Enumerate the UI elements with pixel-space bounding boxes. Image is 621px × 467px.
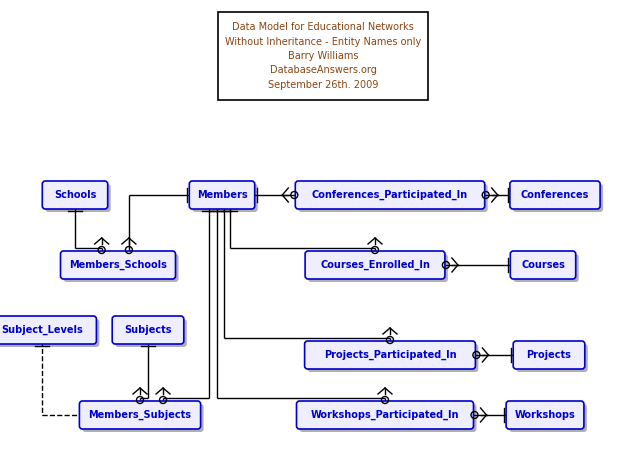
FancyBboxPatch shape bbox=[304, 341, 476, 369]
FancyBboxPatch shape bbox=[112, 316, 184, 344]
FancyBboxPatch shape bbox=[296, 181, 485, 209]
Text: Courses: Courses bbox=[521, 260, 565, 270]
FancyBboxPatch shape bbox=[296, 401, 473, 429]
FancyBboxPatch shape bbox=[513, 341, 585, 369]
FancyBboxPatch shape bbox=[0, 319, 99, 347]
Text: Members_Subjects: Members_Subjects bbox=[89, 410, 191, 420]
Text: Courses_Enrolled_In: Courses_Enrolled_In bbox=[320, 260, 430, 270]
FancyBboxPatch shape bbox=[307, 344, 478, 372]
Bar bbox=[218, 12, 428, 100]
Text: Subject_Levels: Subject_Levels bbox=[1, 325, 83, 335]
Text: Workshops_Participated_In: Workshops_Participated_In bbox=[310, 410, 460, 420]
FancyBboxPatch shape bbox=[514, 254, 579, 282]
FancyBboxPatch shape bbox=[45, 184, 111, 212]
FancyBboxPatch shape bbox=[308, 254, 448, 282]
FancyBboxPatch shape bbox=[42, 181, 107, 209]
Text: Conferences: Conferences bbox=[521, 190, 589, 200]
FancyBboxPatch shape bbox=[510, 251, 576, 279]
FancyBboxPatch shape bbox=[116, 319, 187, 347]
FancyBboxPatch shape bbox=[63, 254, 178, 282]
FancyBboxPatch shape bbox=[509, 404, 587, 432]
FancyBboxPatch shape bbox=[513, 184, 603, 212]
Text: Members_Schools: Members_Schools bbox=[69, 260, 167, 270]
Text: Subjects: Subjects bbox=[124, 325, 172, 335]
FancyBboxPatch shape bbox=[189, 181, 255, 209]
FancyBboxPatch shape bbox=[298, 184, 487, 212]
Text: Members: Members bbox=[197, 190, 247, 200]
Text: Projects: Projects bbox=[527, 350, 571, 360]
Text: Projects_Participated_In: Projects_Participated_In bbox=[324, 350, 456, 360]
FancyBboxPatch shape bbox=[0, 316, 96, 344]
Text: Schools: Schools bbox=[54, 190, 96, 200]
FancyBboxPatch shape bbox=[299, 404, 476, 432]
FancyBboxPatch shape bbox=[506, 401, 584, 429]
FancyBboxPatch shape bbox=[516, 344, 588, 372]
FancyBboxPatch shape bbox=[60, 251, 176, 279]
FancyBboxPatch shape bbox=[305, 251, 445, 279]
Text: Data Model for Educational Networks
Without Inheritance - Entity Names only
Barr: Data Model for Educational Networks With… bbox=[225, 22, 421, 90]
Text: Conferences_Participated_In: Conferences_Participated_In bbox=[312, 190, 468, 200]
FancyBboxPatch shape bbox=[83, 404, 204, 432]
FancyBboxPatch shape bbox=[79, 401, 201, 429]
FancyBboxPatch shape bbox=[510, 181, 600, 209]
Text: Workshops: Workshops bbox=[515, 410, 576, 420]
FancyBboxPatch shape bbox=[193, 184, 258, 212]
